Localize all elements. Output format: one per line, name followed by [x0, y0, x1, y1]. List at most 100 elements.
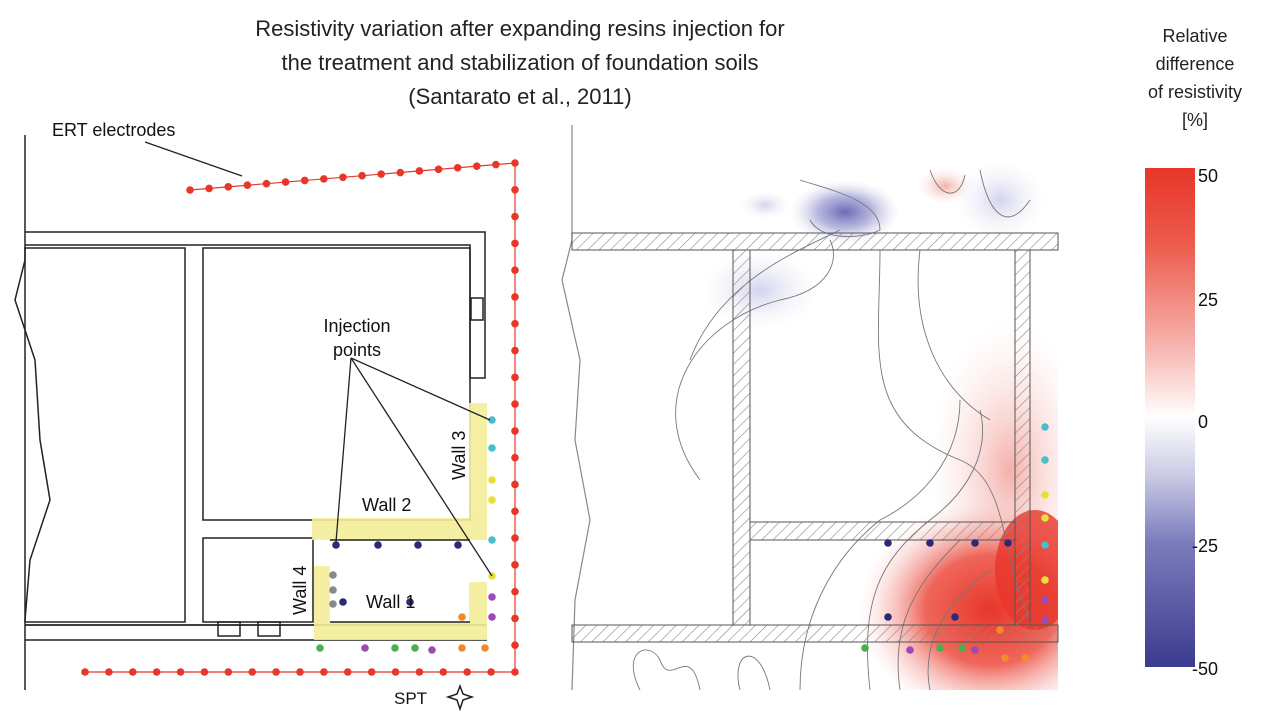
electrode — [511, 239, 519, 248]
injection-point — [488, 613, 496, 621]
electrode — [176, 668, 185, 676]
negative-anomaly — [955, 160, 1045, 240]
electrode — [511, 427, 519, 435]
electrode — [281, 178, 290, 186]
injection-point — [316, 644, 324, 652]
colorbar — [1145, 168, 1195, 667]
injection-point — [971, 646, 979, 654]
electrode — [511, 319, 519, 328]
electrode — [205, 184, 213, 193]
electrode — [320, 175, 328, 183]
hatched-wall — [1014, 249, 1031, 626]
hatched-wall — [749, 521, 1016, 541]
injection-point — [332, 541, 340, 549]
negative-anomaly — [790, 180, 900, 244]
injection-point — [951, 613, 959, 621]
electrode — [511, 641, 519, 650]
injection-point — [1001, 654, 1009, 662]
injection-point — [488, 444, 496, 452]
electrode — [511, 614, 519, 623]
electrode — [511, 266, 519, 274]
injection-point — [488, 593, 496, 601]
hatched-wall — [732, 249, 751, 626]
electrode — [511, 453, 519, 462]
map-injection-points — [861, 423, 1049, 662]
wall-1 — [314, 622, 487, 640]
injection-leaders — [335, 357, 493, 577]
colorbar-title-line: [%] — [1181, 110, 1208, 130]
electrode — [511, 561, 519, 569]
electrode — [439, 668, 448, 676]
injection-point — [454, 541, 462, 549]
wall-3 — [469, 403, 487, 540]
electrode — [128, 668, 137, 676]
electrode — [415, 167, 424, 175]
injection-point — [971, 539, 979, 547]
panel-separator — [561, 125, 591, 691]
wall-3-label: Wall 3 — [449, 431, 469, 480]
title-line-1: Resistivity variation after expanding re… — [255, 16, 785, 41]
map-walls — [571, 232, 1059, 643]
room-left — [24, 247, 186, 623]
colorbar-tick: -50 — [1192, 659, 1218, 679]
electrode — [511, 400, 519, 408]
injection-point — [374, 541, 382, 549]
negative-anomaly — [740, 191, 790, 219]
resistivity-map — [632, 160, 1058, 690]
electrode — [511, 293, 519, 301]
colorbar-tick: 0 — [1198, 412, 1208, 432]
injection-point — [411, 644, 419, 652]
injection-point — [329, 571, 337, 579]
injection-point — [458, 613, 466, 621]
injection-point — [1041, 541, 1049, 549]
electrode — [391, 668, 400, 676]
colorbar-title-line: Relative — [1162, 26, 1228, 46]
wall-2-label: Wall 2 — [362, 495, 411, 515]
colorbar-title-line: of resistivity — [1147, 82, 1243, 102]
injection-point — [1041, 616, 1049, 624]
electrode — [511, 159, 519, 167]
injection-point — [339, 598, 347, 606]
injection-point — [1041, 576, 1049, 584]
electrode — [358, 171, 366, 180]
ert-label: ERT electrodes — [52, 120, 175, 140]
injection-points — [316, 416, 496, 654]
electrode — [511, 212, 519, 221]
injection-point — [1004, 539, 1012, 547]
electrode — [243, 181, 252, 190]
injection-point — [1041, 423, 1049, 431]
electrode — [492, 160, 500, 169]
electrode — [377, 170, 385, 178]
electrode — [511, 587, 519, 596]
door-fixture — [470, 297, 484, 321]
electrode — [434, 165, 443, 174]
electrode — [81, 668, 89, 676]
injection-point — [1041, 456, 1049, 464]
title-line-2: the treatment and stabilization of found… — [281, 50, 759, 75]
electrode — [367, 668, 376, 676]
door-fixture — [217, 621, 241, 637]
injection-point — [1041, 491, 1049, 499]
injection-point — [884, 613, 892, 621]
injection-point — [329, 586, 337, 594]
injection-point — [936, 644, 944, 652]
injection-point — [488, 476, 496, 484]
injection-point — [391, 644, 399, 652]
colorbar-tick: -25 — [1192, 536, 1218, 556]
spt-label: SPT — [394, 689, 427, 708]
treated-walls — [312, 403, 487, 640]
building-edge — [14, 135, 51, 690]
ert-leader — [144, 141, 243, 177]
figure-title: Resistivity variation after expanding re… — [230, 12, 810, 114]
electrode — [511, 480, 519, 489]
electrode — [262, 179, 271, 188]
injection-point — [958, 644, 966, 652]
injection-point — [996, 626, 1004, 634]
electrode — [300, 176, 309, 185]
wall-1-label: Wall 1 — [366, 592, 415, 612]
injection-point — [458, 644, 466, 652]
electrode — [343, 668, 352, 676]
electrode — [296, 668, 304, 676]
electrode — [186, 186, 194, 194]
